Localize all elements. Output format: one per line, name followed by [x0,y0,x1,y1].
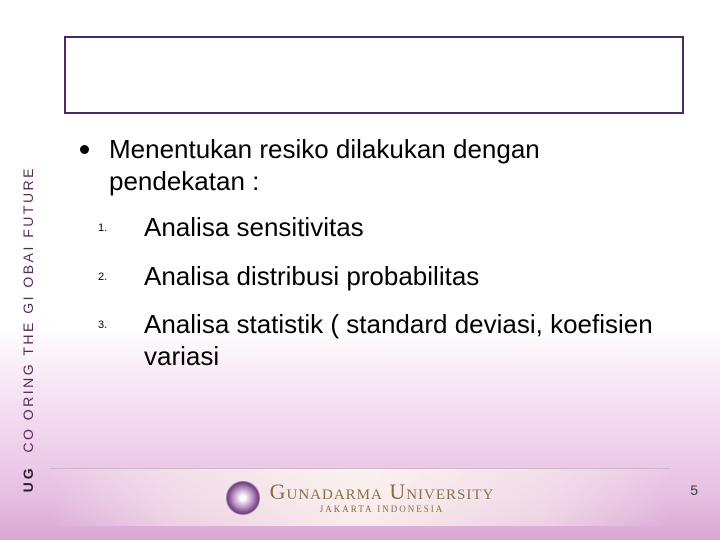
footer-group: Gunadarma University JAKARTA INDONESIA [226,481,495,515]
list-marker: 1. [98,222,112,234]
footer: Gunadarma University JAKARTA INDONESIA [50,468,670,526]
list-text: Analisa distribusi probabilitas [144,260,479,292]
bullet-icon [80,145,89,154]
content-area: Menentukan resiko dilakukan dengan pende… [80,134,660,388]
list-item: 2. Analisa distribusi probabilitas [98,260,660,292]
sidebar-slogan: CO ORING THE GI OBAI FUTURE [20,166,36,453]
list-item: 3. Analisa statistik ( standard deviasi,… [98,308,660,372]
list-text: Analisa statistik ( standard deviasi, ko… [144,308,660,372]
footer-subtitle: JAKARTA INDONESIA [320,505,445,514]
intro-text: Menentukan resiko dilakukan dengan pende… [109,134,660,197]
slide: UG CO ORING THE GI OBAI FUTURE Menentuka… [0,0,720,540]
intro-row: Menentukan resiko dilakukan dengan pende… [80,134,660,197]
list-item: 1. Analisa sensitivitas [98,211,660,243]
title-box [64,36,684,114]
page-number: 5 [690,482,698,498]
list-marker: 3. [98,319,112,331]
list-marker: 2. [98,271,112,283]
footer-title-wrap: Gunadarma University JAKARTA INDONESIA [270,481,495,514]
footer-title: Gunadarma University [270,481,495,503]
sidebar-tagline: UG CO ORING THE GI OBAI FUTURE [20,166,36,492]
sidebar-brand: UG [20,465,36,492]
university-emblem-icon [226,481,260,515]
list-text: Analisa sensitivitas [144,211,364,243]
sidebar: UG CO ORING THE GI OBAI FUTURE [8,8,48,498]
